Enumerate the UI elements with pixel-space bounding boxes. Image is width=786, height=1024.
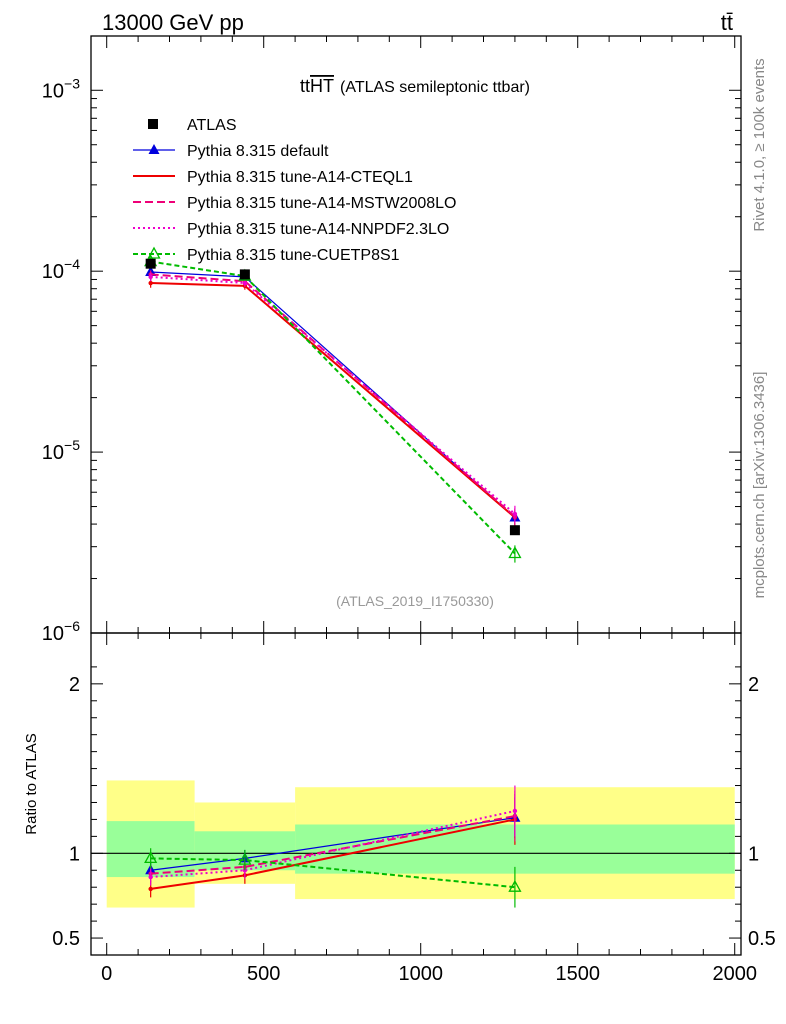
x-tick-label: 1500 — [555, 963, 600, 985]
legend-marker-cuetp — [147, 246, 161, 259]
point-cuetp — [508, 879, 522, 892]
title-main: tt — [300, 76, 310, 96]
series-line-nnpdf — [150, 809, 516, 879]
x-tick-label: 2000 — [712, 963, 757, 985]
y-tick-label: 10−4 — [42, 256, 80, 283]
legend-label-nnpdf: Pythia 8.315 tune-A14-NNPDF2.3LO — [187, 221, 449, 238]
point-nnpdf — [148, 874, 153, 880]
series-line-mstw — [150, 815, 516, 875]
title-suffix: (ATLAS semileptonic ttbar) — [340, 79, 530, 96]
ratio-y-tick-label-right: 2 — [748, 674, 759, 696]
ratio-y-tick-label-left: 1 — [69, 843, 80, 865]
ratio-y-tick-label-left: 0.5 — [52, 928, 80, 950]
point-cuetp — [144, 851, 158, 864]
x-tick-label: 0 — [101, 963, 112, 985]
data-point-atlas — [239, 269, 250, 280]
point-nnpdf — [512, 808, 518, 814]
series-line-default — [150, 271, 516, 518]
point-cteql1 — [148, 886, 153, 892]
ratio-y-tick-label-right: 0.5 — [748, 928, 776, 950]
point-cuetp — [238, 852, 252, 865]
main-panel: 10−3 10−4 10−5 10−6 ttHT (ATLAS semileptonic … — [42, 35, 742, 645]
legend-label-default: Pythia 8.315 default — [187, 143, 329, 160]
point-nnpdf — [512, 511, 518, 517]
x-tick-label: 1000 — [398, 963, 443, 985]
rivet-label: Rivet 4.1.0, ≥ 100k events — [751, 58, 768, 231]
process-label: tt̄ — [721, 10, 733, 35]
ratio-y-tick-label-right: 1 — [748, 843, 759, 865]
y-tick-exponent: −5 — [64, 437, 80, 453]
point-nnpdf — [148, 274, 153, 280]
ratio-frame — [90, 632, 742, 956]
y-tick-label: 10−3 — [42, 75, 80, 102]
series-line-cuetp — [150, 857, 516, 889]
data-point-atlas — [509, 525, 520, 536]
point-nnpdf — [242, 280, 248, 286]
ratio-y-tick-label-left: 2 — [69, 674, 80, 696]
series-line-mstw — [150, 273, 516, 518]
y-tick-label: 10−5 — [42, 437, 80, 464]
y-tick-exponent: −4 — [64, 256, 80, 272]
data-point-atlas — [145, 258, 156, 269]
legend-label-atlas: ATLAS — [187, 117, 237, 134]
mcplots-label: mcplots.cern.ch [arXiv:1306.3436] — [751, 372, 768, 599]
y-tick-exponent: −3 — [64, 75, 80, 91]
energy-label: 13000 GeV pp — [102, 10, 244, 35]
legend-label-cteql1: Pythia 8.315 tune-A14-CTEQL1 — [187, 169, 413, 186]
point-cuetp — [508, 546, 522, 559]
analysis-id-label: (ATLAS_2019_I1750330) — [336, 593, 494, 609]
series-line-cteql1 — [150, 282, 516, 519]
ratio-y-axis-label: Ratio to ATLAS — [23, 733, 40, 834]
chart-title: ttHT (ATLAS semileptonic ttbar) — [300, 76, 530, 96]
y-tick-exponent: −6 — [64, 618, 80, 634]
series-line-cuetp — [150, 260, 516, 555]
legend-label-mstw: Pythia 8.315 tune-A14-MSTW2008LO — [187, 195, 456, 212]
point-cteql1 — [148, 280, 153, 286]
y-tick-label: 10−6 — [42, 618, 80, 645]
x-tick-label: 500 — [247, 963, 280, 985]
legend-label-cuetp: Pythia 8.315 tune-CUETP8S1 — [187, 247, 400, 264]
series-line-nnpdf — [150, 275, 516, 515]
title-overline: HT — [310, 76, 334, 96]
legend-marker-default — [148, 144, 160, 154]
ratio-panel: 2 2 1 1 0.5 0.5 0 500 1000 1500 2000 Ratio to ATLAS — [23, 632, 776, 985]
legend-marker-atlas — [148, 119, 158, 129]
